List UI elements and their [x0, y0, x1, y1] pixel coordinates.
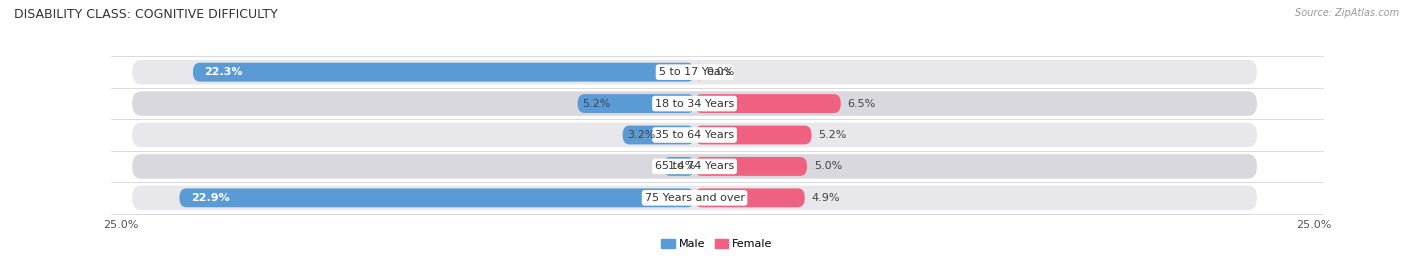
Text: 25.0%: 25.0%	[103, 220, 138, 230]
Text: 5.0%: 5.0%	[814, 161, 842, 171]
FancyBboxPatch shape	[193, 63, 695, 82]
Text: 75 Years and over: 75 Years and over	[644, 193, 745, 203]
Text: 25.0%: 25.0%	[1296, 220, 1331, 230]
FancyBboxPatch shape	[180, 188, 695, 207]
Text: DISABILITY CLASS: COGNITIVE DIFFICULTY: DISABILITY CLASS: COGNITIVE DIFFICULTY	[14, 8, 278, 21]
FancyBboxPatch shape	[132, 154, 1257, 179]
FancyBboxPatch shape	[695, 126, 811, 144]
Text: 0.0%: 0.0%	[706, 67, 734, 77]
Text: 22.9%: 22.9%	[191, 193, 229, 203]
Text: 5 to 17 Years: 5 to 17 Years	[658, 67, 731, 77]
FancyBboxPatch shape	[578, 94, 695, 113]
Text: Source: ZipAtlas.com: Source: ZipAtlas.com	[1295, 8, 1399, 18]
FancyBboxPatch shape	[132, 185, 1257, 210]
Text: 22.3%: 22.3%	[204, 67, 243, 77]
Text: 4.9%: 4.9%	[811, 193, 839, 203]
Text: 18 to 34 Years: 18 to 34 Years	[655, 99, 734, 109]
Text: 6.5%: 6.5%	[848, 99, 876, 109]
Text: 3.2%: 3.2%	[627, 130, 655, 140]
FancyBboxPatch shape	[132, 91, 1257, 116]
Text: 5.2%: 5.2%	[818, 130, 846, 140]
FancyBboxPatch shape	[664, 157, 695, 176]
Text: 1.4%: 1.4%	[668, 161, 696, 171]
FancyBboxPatch shape	[695, 157, 807, 176]
FancyBboxPatch shape	[695, 63, 703, 82]
Text: 65 to 74 Years: 65 to 74 Years	[655, 161, 734, 171]
FancyBboxPatch shape	[695, 188, 804, 207]
FancyBboxPatch shape	[132, 123, 1257, 147]
Text: 5.2%: 5.2%	[582, 99, 610, 109]
Legend: Male, Female: Male, Female	[657, 235, 778, 254]
FancyBboxPatch shape	[695, 94, 841, 113]
FancyBboxPatch shape	[132, 60, 1257, 85]
Text: 35 to 64 Years: 35 to 64 Years	[655, 130, 734, 140]
FancyBboxPatch shape	[623, 126, 695, 144]
